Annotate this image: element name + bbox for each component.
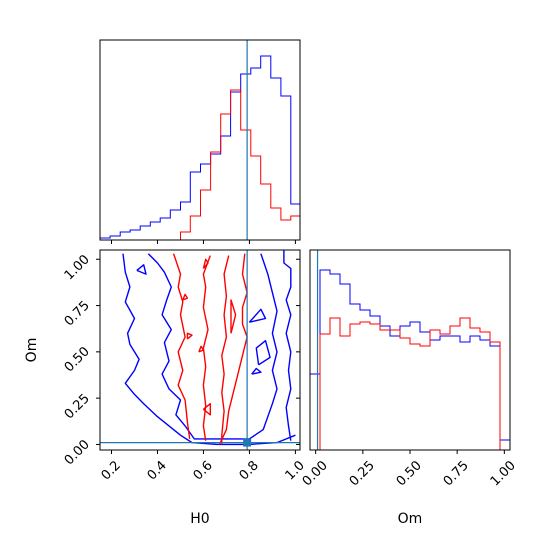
y-tick-label: 0.75 bbox=[62, 298, 93, 329]
x-tick-label: 0.75 bbox=[441, 458, 472, 489]
contour-line bbox=[136, 264, 147, 275]
tick-marks bbox=[96, 240, 505, 454]
contour-line bbox=[283, 250, 292, 441]
y-tick-label: 1.00 bbox=[62, 252, 93, 283]
x-tick-label: 0.8 bbox=[237, 458, 262, 483]
contour-line bbox=[186, 332, 193, 340]
contour-line bbox=[198, 345, 205, 353]
contour-line bbox=[255, 340, 271, 366]
om-histogram-series bbox=[310, 317, 510, 451]
contour-line bbox=[251, 367, 262, 375]
truth-point bbox=[243, 438, 252, 447]
contour-line bbox=[172, 253, 191, 439]
x-tick-label: 0.2 bbox=[99, 458, 124, 483]
contour-line bbox=[202, 258, 209, 269]
x-tick-labels-om: 0.00 0.25 0.50 0.75 1.00 bbox=[300, 458, 519, 489]
h0-om-contour-frame bbox=[99, 249, 301, 451]
y-tick-label: 0.50 bbox=[62, 344, 93, 375]
contour-line bbox=[221, 255, 230, 445]
y-tick-labels-om: 0.00 0.25 0.50 0.75 1.00 bbox=[62, 252, 93, 468]
contour-line bbox=[122, 253, 296, 446]
x-tick-labels-h0: 0.2 0.4 0.6 0.8 1.0 bbox=[99, 458, 308, 483]
contour-line bbox=[230, 299, 237, 334]
contour-line bbox=[202, 255, 211, 441]
contour-line bbox=[248, 308, 267, 323]
h0-marginal-frame bbox=[99, 39, 301, 241]
x-axis-label-h0: H0 bbox=[190, 511, 209, 527]
om-histogram-series bbox=[309, 269, 511, 450]
chart-marks bbox=[99, 40, 511, 451]
x-tick-label: 0.00 bbox=[300, 458, 331, 489]
x-tick-label: 0.6 bbox=[191, 458, 216, 483]
x-tick-label: 1.00 bbox=[488, 458, 519, 489]
contour-line bbox=[147, 253, 278, 440]
contour-line bbox=[218, 253, 248, 445]
y-tick-label: 0.00 bbox=[62, 437, 93, 468]
h0-histogram-series bbox=[99, 55, 301, 240]
contour-line bbox=[202, 403, 212, 416]
x-tick-label: 0.4 bbox=[145, 458, 170, 483]
y-axis-label-om: Om bbox=[24, 338, 40, 363]
x-tick-label: 0.50 bbox=[394, 458, 425, 489]
panel-frames bbox=[99, 39, 511, 451]
contour-line bbox=[182, 293, 189, 301]
x-tick-label: 0.25 bbox=[347, 458, 378, 489]
x-axis-label-om: Om bbox=[398, 511, 423, 527]
y-tick-label: 0.25 bbox=[62, 391, 93, 422]
